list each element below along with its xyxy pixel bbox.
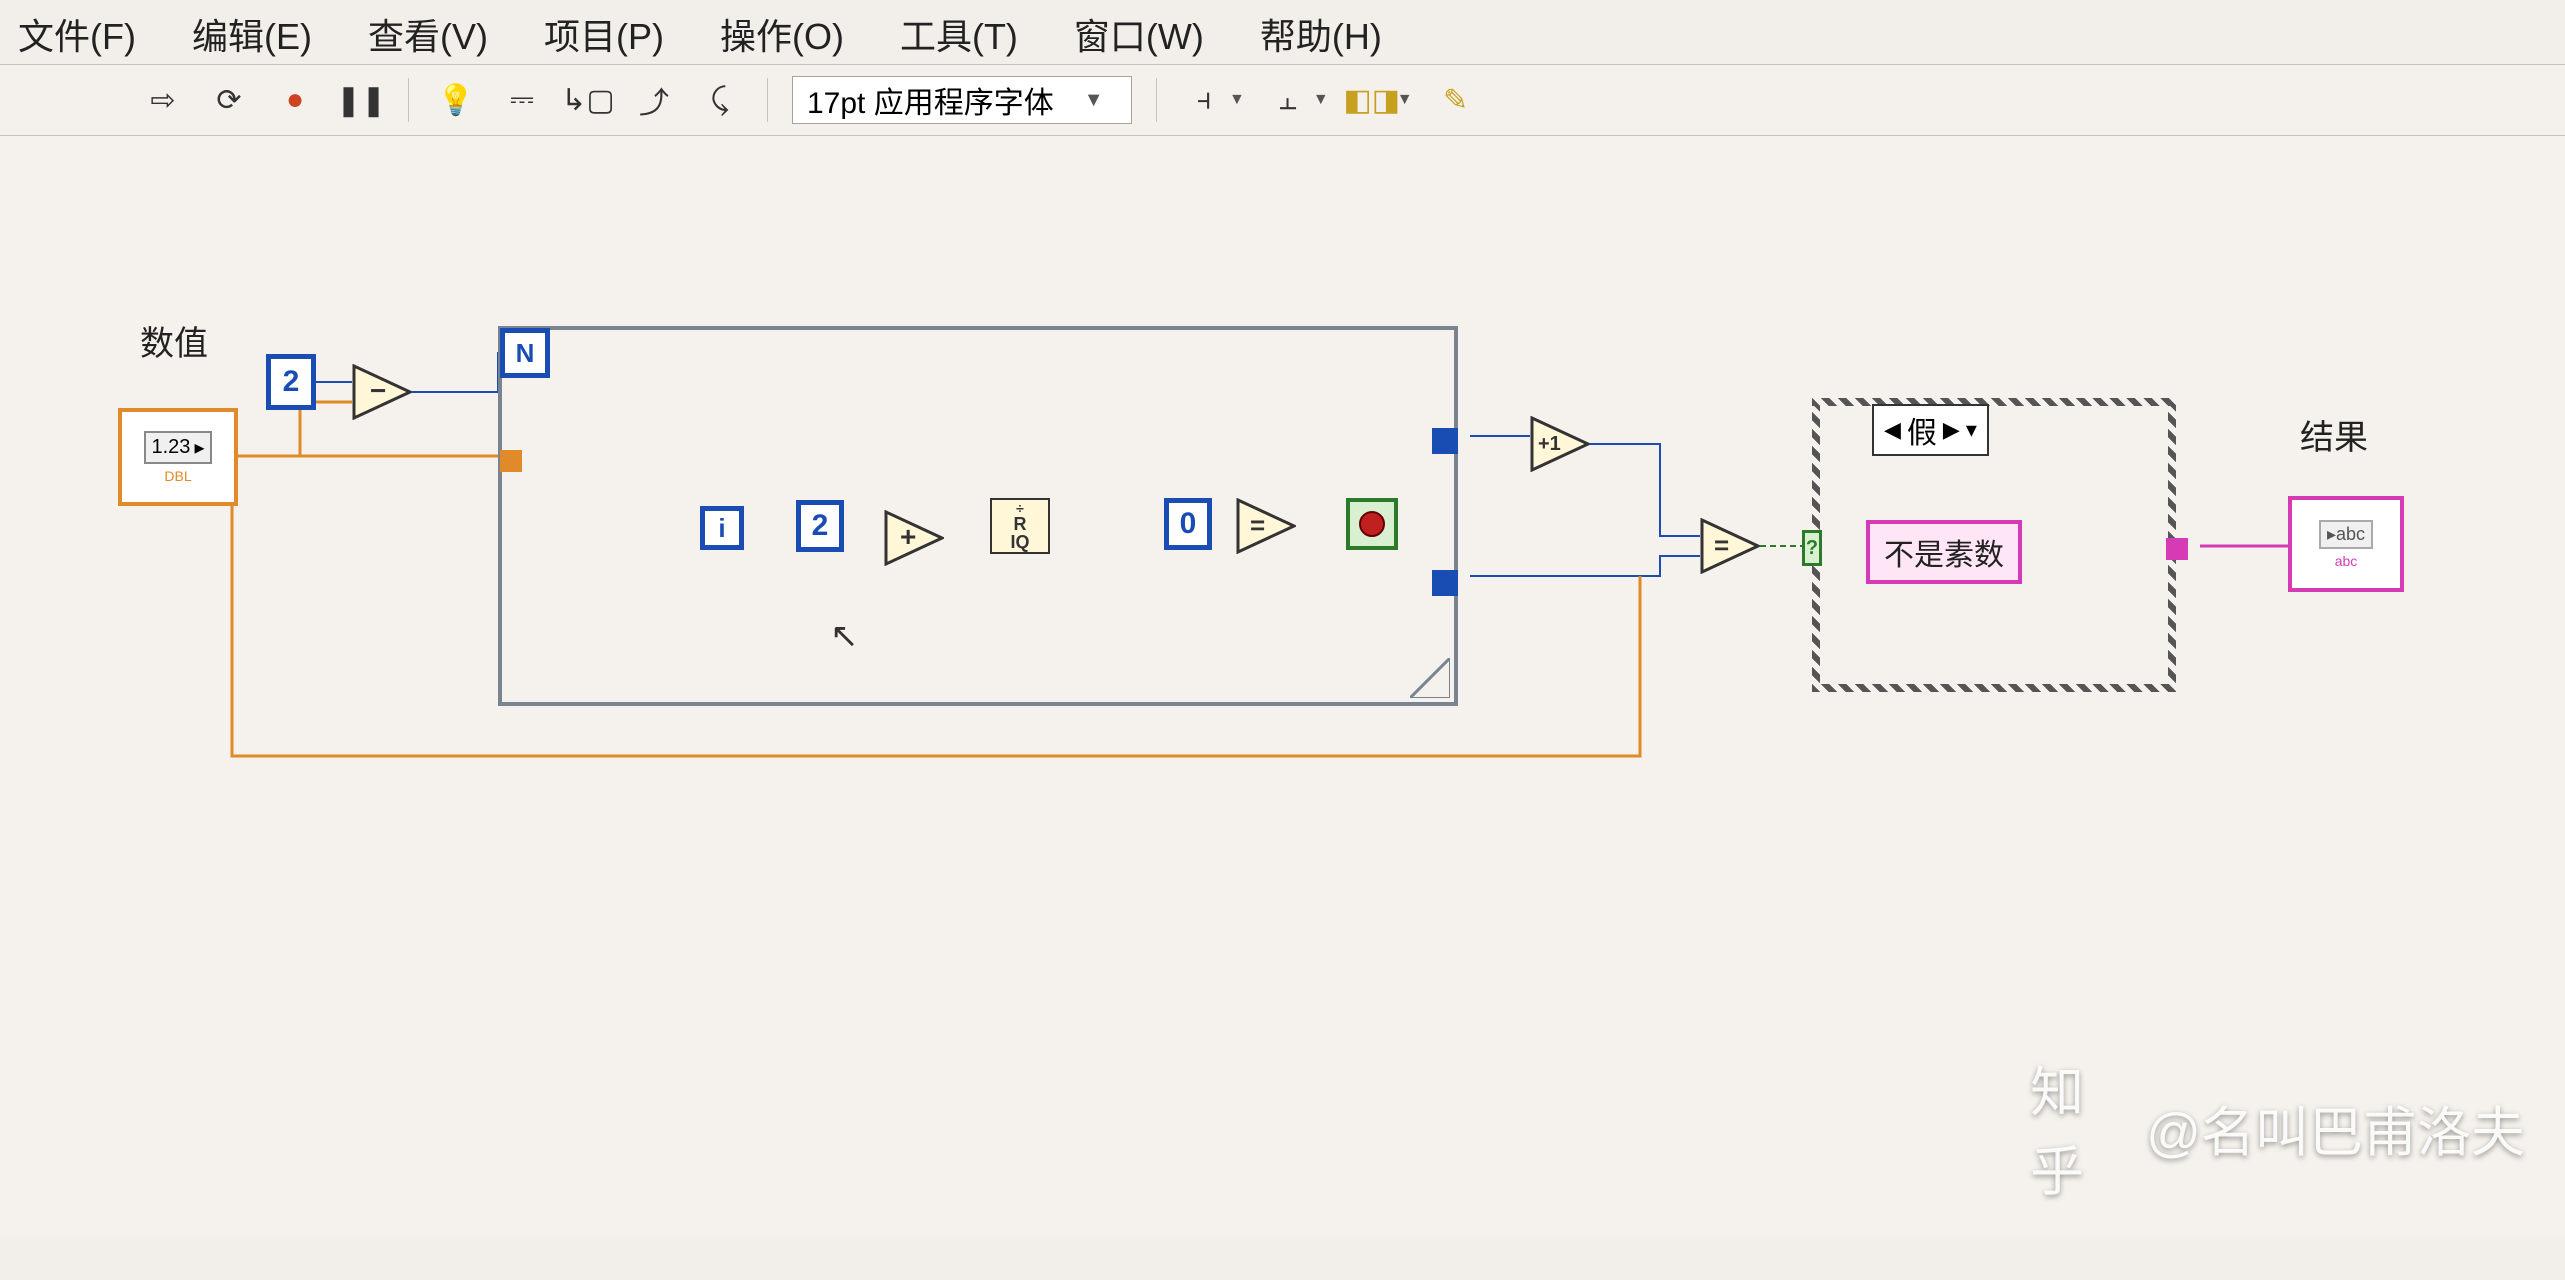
watermark-author: @名叫巴甫洛夫 bbox=[2146, 1088, 2525, 1167]
string-indicator-label: 结果 bbox=[2300, 410, 2368, 459]
menu-file[interactable]: 文件(F) bbox=[18, 8, 136, 60]
dropdown-caret-icon: ▼ bbox=[1397, 91, 1413, 109]
loop-output-tunnel[interactable] bbox=[1432, 428, 1458, 454]
svg-text:+: + bbox=[900, 521, 916, 552]
constant-0-node[interactable]: 0 bbox=[1164, 498, 1212, 550]
string-indicator-display: ▸abc bbox=[2319, 520, 2373, 549]
menu-tools[interactable]: 工具(T) bbox=[900, 8, 1018, 60]
case-value: 假 bbox=[1907, 408, 1937, 452]
case-output-tunnel[interactable] bbox=[2166, 538, 2188, 560]
distribute-icon: ⫠ bbox=[1265, 77, 1311, 123]
loop-output-tunnel[interactable] bbox=[1432, 570, 1458, 596]
align-objects-button[interactable]: ⫞ ▼ bbox=[1181, 77, 1245, 123]
block-diagram-canvas[interactable]: 数值 1.23▸ DBL 2 − N i 2 + ÷ R IQ 0 bbox=[0, 136, 2565, 1236]
constant-2b-node[interactable]: 2 bbox=[796, 500, 844, 552]
equal-node[interactable]: = bbox=[1236, 498, 1296, 554]
toolbar-separator bbox=[767, 78, 768, 122]
svg-text:+1: +1 bbox=[1538, 433, 1561, 455]
reorder-objects-button[interactable]: ◧◨ ▼ bbox=[1349, 77, 1413, 123]
watermark: 知乎 @名叫巴甫洛夫 bbox=[2030, 1048, 2525, 1206]
align-icon: ⫞ bbox=[1181, 77, 1227, 123]
toolbar-separator bbox=[1156, 78, 1157, 122]
svg-text:−: − bbox=[370, 375, 386, 406]
add-node[interactable]: + bbox=[884, 510, 944, 566]
subtract-node[interactable]: − bbox=[352, 364, 412, 420]
cleanup-diagram-button[interactable]: ✎ bbox=[1433, 77, 1479, 123]
case-selector-terminal[interactable]: ? bbox=[1802, 530, 1822, 566]
distribute-objects-button[interactable]: ⫠ ▼ bbox=[1265, 77, 1329, 123]
dropdown-caret-icon: ▼ bbox=[1084, 89, 1104, 112]
step-out-button[interactable]: ⤹ bbox=[697, 77, 743, 123]
step-into-button[interactable]: ↳▢ bbox=[565, 77, 611, 123]
run-continuous-button[interactable]: ⟳ bbox=[206, 77, 252, 123]
numeric-control-display: 1.23▸ bbox=[144, 431, 213, 464]
svg-text:=: = bbox=[1714, 530, 1729, 560]
menu-help[interactable]: 帮助(H) bbox=[1260, 8, 1382, 60]
step-over-button[interactable]: ⤴ bbox=[631, 77, 677, 123]
loop-count-terminal[interactable]: N bbox=[500, 328, 550, 378]
menu-window[interactable]: 窗口(W) bbox=[1074, 8, 1204, 60]
string-indicator-type: abc bbox=[2335, 553, 2358, 569]
menu-bar: 文件(F) 编辑(E) 查看(V) 项目(P) 操作(O) 工具(T) 窗口(W… bbox=[0, 0, 2565, 64]
menu-operate[interactable]: 操作(O) bbox=[720, 8, 844, 60]
zhihu-logo-icon: 知乎 bbox=[2030, 1048, 2126, 1206]
retain-wire-button[interactable]: ⎓ bbox=[499, 77, 545, 123]
menu-view[interactable]: 查看(V) bbox=[368, 8, 488, 60]
stop-icon bbox=[1359, 511, 1385, 537]
dropdown-caret-icon[interactable]: ▾ bbox=[1966, 417, 1977, 443]
numeric-control-type: DBL bbox=[164, 468, 191, 484]
menu-edit[interactable]: 编辑(E) bbox=[192, 8, 312, 60]
case-structure[interactable]: ◀ 假 ▶ ▾ ? 不是素数 bbox=[1804, 390, 2184, 700]
dropdown-caret-icon: ▼ bbox=[1229, 91, 1245, 109]
abort-button[interactable]: ● bbox=[272, 77, 318, 123]
numeric-control[interactable]: 1.23▸ DBL bbox=[118, 408, 238, 506]
font-selector[interactable]: 17pt 应用程序字体 ▼ bbox=[792, 76, 1132, 124]
loop-fold-icon bbox=[1410, 658, 1450, 698]
reorder-icon: ◧◨ bbox=[1349, 77, 1395, 123]
case-selector-label[interactable]: ◀ 假 ▶ ▾ bbox=[1872, 404, 1989, 456]
cursor-icon: ↖ bbox=[830, 616, 859, 656]
toolbar-separator bbox=[408, 78, 409, 122]
font-label: 17pt 应用程序字体 bbox=[807, 78, 1054, 122]
constant-2-node[interactable]: 2 bbox=[266, 354, 316, 410]
for-loop-structure[interactable]: N i 2 + ÷ R IQ 0 = bbox=[498, 326, 1458, 706]
loop-input-tunnel[interactable] bbox=[500, 450, 522, 472]
case-next-icon[interactable]: ▶ bbox=[1943, 417, 1960, 443]
highlight-exec-button[interactable]: 💡 bbox=[433, 77, 479, 123]
case-prev-icon[interactable]: ◀ bbox=[1884, 417, 1901, 443]
string-indicator[interactable]: ▸abc abc bbox=[2288, 496, 2404, 592]
equal-node-2[interactable]: = bbox=[1700, 518, 1760, 574]
dropdown-caret-icon: ▼ bbox=[1313, 91, 1329, 109]
string-constant[interactable]: 不是素数 bbox=[1866, 520, 2022, 584]
svg-text:=: = bbox=[1250, 510, 1265, 540]
quotient-remainder-node[interactable]: ÷ R IQ bbox=[990, 498, 1050, 554]
numeric-control-label: 数值 bbox=[140, 316, 208, 365]
run-button[interactable]: ⇨ bbox=[140, 77, 186, 123]
loop-iteration-terminal[interactable]: i bbox=[700, 506, 744, 550]
pause-button[interactable]: ❚❚ bbox=[338, 77, 384, 123]
increment-node[interactable]: +1 bbox=[1530, 416, 1590, 472]
loop-stop-terminal[interactable] bbox=[1346, 498, 1398, 550]
toolbar: ⇨ ⟳ ● ❚❚ 💡 ⎓ ↳▢ ⤴ ⤹ 17pt 应用程序字体 ▼ ⫞ ▼ ⫠ … bbox=[0, 64, 2565, 136]
menu-project[interactable]: 项目(P) bbox=[544, 8, 664, 60]
